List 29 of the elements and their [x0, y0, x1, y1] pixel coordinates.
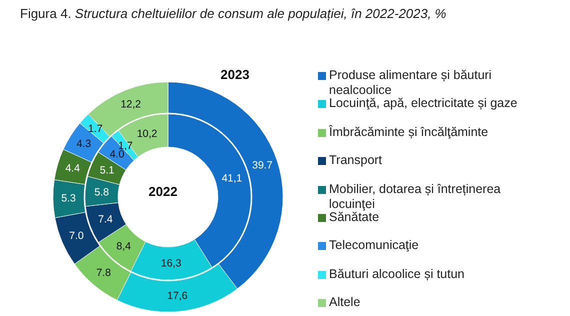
data-label: 7.4	[98, 214, 113, 226]
data-label: 41,1	[222, 172, 242, 185]
data-label: 5.1	[100, 164, 115, 176]
legend-label: Produse alimentare și băuturi nealcoolice	[329, 68, 493, 98]
legend-label: Locuinţă, apă, electricitate și gaze	[329, 96, 518, 112]
data-label: 1.7	[88, 123, 103, 136]
data-label: 4.0	[110, 148, 124, 160]
data-label: 17,6	[167, 290, 188, 302]
data-label: 12,2	[120, 98, 142, 111]
data-label: 7.8	[96, 266, 112, 279]
data-label: 5.3	[61, 192, 76, 205]
legend-label: Îmbrăcăminte și încălţăminte	[329, 124, 488, 140]
data-label: 39.7	[252, 159, 273, 172]
data-label: 4.4	[65, 162, 80, 175]
legend-label: Telecomunicaţie	[329, 238, 419, 254]
legend-label: Sănătate	[329, 210, 380, 225]
chart-title: Figura 4. Structura cheltuielilor de consum ale populației, în 2022-2023, %	[20, 6, 446, 21]
data-label: 7.0	[69, 230, 84, 242]
data-label: 10,2	[136, 128, 158, 140]
data-label: 5.8	[94, 186, 110, 198]
legend-label: Mobilier, dotarea și întreținerea locuinţei	[329, 182, 502, 211]
slice-label: 2023	[220, 67, 250, 82]
slice-label: 2022	[148, 184, 178, 199]
data-label: 8,4	[116, 240, 132, 253]
legend-label: Altele	[329, 295, 360, 310]
legend-label: Băuturi alcoolice și tutun	[329, 266, 464, 282]
data-label: 16,3	[160, 257, 182, 270]
data-label: 4.3	[76, 138, 92, 150]
legend-label: Transport	[329, 153, 382, 168]
